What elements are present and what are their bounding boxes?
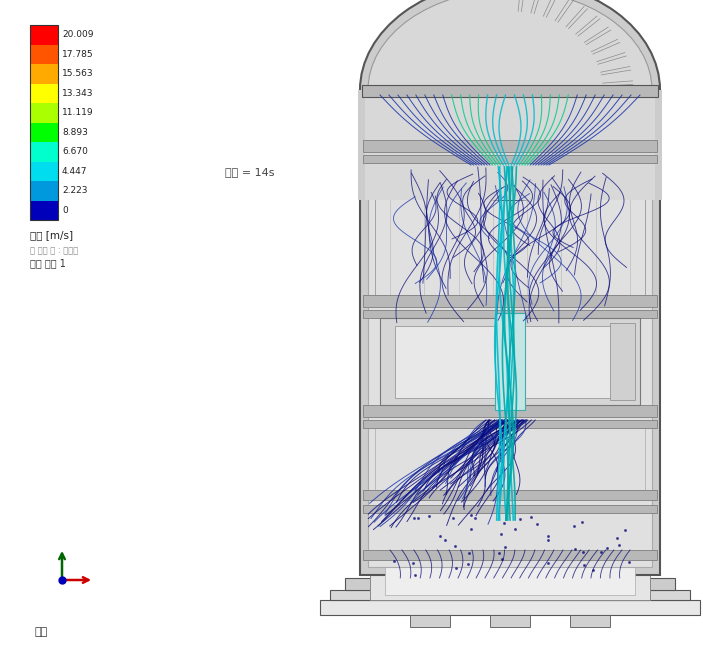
Bar bbox=[30, 142, 58, 162]
Text: 13.343: 13.343 bbox=[62, 88, 93, 98]
Bar bbox=[363, 505, 657, 513]
Bar bbox=[363, 420, 657, 428]
Text: 20.009: 20.009 bbox=[62, 30, 93, 39]
Bar bbox=[30, 25, 58, 220]
Bar bbox=[30, 64, 58, 84]
Bar bbox=[395, 326, 615, 398]
Text: 17.785: 17.785 bbox=[62, 50, 93, 59]
Text: 2.223: 2.223 bbox=[62, 186, 87, 196]
Bar bbox=[30, 103, 58, 122]
Bar bbox=[363, 550, 657, 560]
Bar bbox=[365, 90, 655, 200]
Text: 11.119: 11.119 bbox=[62, 108, 93, 117]
Bar bbox=[375, 423, 645, 490]
Bar bbox=[30, 84, 58, 103]
Text: 속도 래곤 1: 속도 래곤 1 bbox=[30, 258, 66, 268]
Bar bbox=[363, 155, 657, 163]
Bar bbox=[375, 167, 645, 295]
Bar bbox=[360, 90, 660, 575]
Bar bbox=[330, 590, 690, 600]
Bar bbox=[570, 615, 610, 627]
Ellipse shape bbox=[360, 0, 660, 200]
Bar bbox=[30, 201, 58, 220]
Bar bbox=[370, 555, 650, 600]
Bar bbox=[362, 85, 658, 97]
Bar bbox=[363, 310, 657, 318]
Text: 한파 = 14s: 한파 = 14s bbox=[225, 167, 274, 177]
Bar bbox=[30, 181, 58, 201]
Text: 선 유로 선 : 유속선: 선 유로 선 : 유속선 bbox=[30, 246, 78, 255]
Bar bbox=[495, 313, 525, 410]
Bar bbox=[30, 162, 58, 181]
Bar bbox=[363, 490, 657, 500]
Bar bbox=[610, 323, 635, 400]
Bar bbox=[385, 560, 635, 595]
Text: 8.893: 8.893 bbox=[62, 128, 88, 137]
Bar bbox=[363, 405, 657, 417]
Text: 정면: 정면 bbox=[35, 627, 49, 637]
Text: 0: 0 bbox=[62, 205, 67, 215]
Bar bbox=[30, 45, 58, 64]
Text: 4.447: 4.447 bbox=[62, 167, 87, 176]
Bar bbox=[320, 600, 700, 615]
Bar bbox=[490, 615, 530, 627]
Text: 속도 [m/s]: 속도 [m/s] bbox=[30, 230, 73, 240]
Bar bbox=[30, 122, 58, 142]
Bar bbox=[363, 295, 657, 307]
Text: 6.670: 6.670 bbox=[62, 147, 88, 156]
Bar bbox=[30, 25, 58, 45]
Bar bbox=[363, 140, 657, 152]
Bar bbox=[368, 98, 652, 567]
Text: 15.563: 15.563 bbox=[62, 69, 93, 78]
Bar bbox=[410, 615, 450, 627]
Bar bbox=[358, 90, 662, 200]
Bar bbox=[345, 578, 675, 590]
Bar bbox=[380, 318, 640, 405]
Ellipse shape bbox=[368, 0, 652, 190]
